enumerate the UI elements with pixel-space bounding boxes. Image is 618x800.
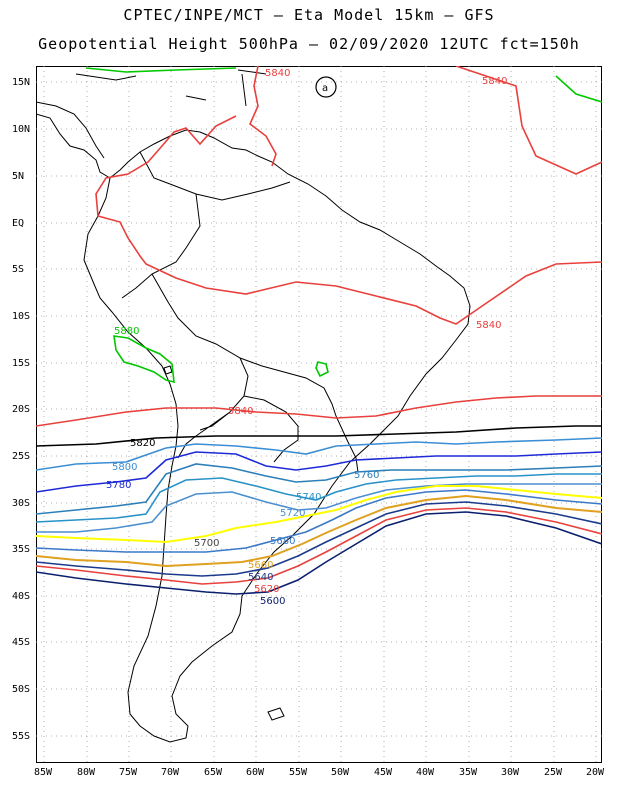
contour-5740-label: 5740 bbox=[296, 492, 321, 503]
title-line-1: CPTEC/INPE/MCT – Eta Model 15km – GFS bbox=[123, 6, 495, 24]
country-borders bbox=[121, 151, 359, 473]
lon-label-40w: 40W bbox=[416, 767, 435, 778]
contour-5600-line bbox=[36, 511, 602, 595]
lat-label-40s: 40S bbox=[12, 591, 31, 602]
contour-5800-line bbox=[36, 437, 602, 471]
falklands bbox=[267, 707, 285, 721]
central-america-north-coast bbox=[36, 101, 105, 159]
lon-label-20w: 20W bbox=[586, 767, 605, 778]
contour-5840-north-line bbox=[95, 66, 602, 325]
map-canvas: 5840 5840 5880 5840 5840 5820 5800 5780 … bbox=[36, 66, 602, 763]
high-pressure-marker: a bbox=[322, 83, 328, 94]
contour-5880-bolivia-label: 5880 bbox=[114, 326, 139, 337]
contour-lines bbox=[36, 66, 602, 595]
lon-label-85w: 85W bbox=[34, 767, 53, 778]
contour-labels: 5840 5840 5880 5840 5840 5820 5800 5780 … bbox=[106, 68, 507, 607]
lat-label-15n: 15N bbox=[12, 77, 31, 88]
contour-5660-line bbox=[36, 494, 602, 568]
lake-titicaca bbox=[163, 365, 173, 375]
lat-label-35s: 35S bbox=[12, 544, 31, 555]
lat-label-eq: EQ bbox=[12, 218, 25, 229]
contour-5640-line bbox=[36, 501, 602, 577]
lon-label-65w: 65W bbox=[204, 767, 223, 778]
lon-label-80w: 80W bbox=[77, 767, 96, 778]
lat-label-45s: 45S bbox=[12, 637, 31, 648]
graticule bbox=[36, 66, 602, 763]
lat-label-5s: 5S bbox=[12, 264, 25, 275]
central-america-coast bbox=[36, 113, 111, 179]
contour-5780-line bbox=[36, 451, 602, 493]
lat-label-10n: 10N bbox=[12, 124, 31, 135]
lon-label-75w: 75W bbox=[119, 767, 138, 778]
contour-5760-label: 5760 bbox=[354, 470, 379, 481]
lon-label-35w: 35W bbox=[459, 767, 478, 778]
contour-5840-north-label: 5840 bbox=[265, 68, 290, 79]
contour-5820-label: 5820 bbox=[130, 438, 155, 449]
contour-5680-label: 5680 bbox=[270, 536, 295, 547]
lon-label-55w: 55W bbox=[289, 767, 308, 778]
contour-5660-label: 5660 bbox=[248, 560, 273, 571]
lat-label-15s: 15S bbox=[12, 358, 31, 369]
title-line-2: Geopotential Height 500hPa – 02/09/2020 … bbox=[38, 35, 580, 53]
contour-5840-east-label: 5840 bbox=[482, 76, 507, 87]
lat-label-20s: 20S bbox=[12, 404, 31, 415]
lon-label-70w: 70W bbox=[161, 767, 180, 778]
lon-label-50w: 50W bbox=[331, 767, 350, 778]
contour-5600-label: 5600 bbox=[260, 596, 285, 607]
contour-5700-line bbox=[36, 485, 602, 544]
lon-label-25w: 25W bbox=[544, 767, 563, 778]
lat-label-10s: 10S bbox=[12, 311, 31, 322]
contour-5880-bolivia-line bbox=[113, 335, 329, 384]
map-frame bbox=[36, 66, 602, 763]
contour-5620-label: 5620 bbox=[254, 584, 279, 595]
contour-5640-label: 5640 bbox=[248, 572, 273, 583]
contour-5760-line bbox=[36, 463, 602, 515]
contour-5780-label: 5780 bbox=[106, 480, 131, 491]
lat-label-25s: 25S bbox=[12, 451, 31, 462]
lon-label-60w: 60W bbox=[246, 767, 265, 778]
contour-5800-label: 5800 bbox=[112, 462, 137, 473]
high-pressure-circle bbox=[315, 76, 337, 98]
caribbean-islands bbox=[75, 69, 267, 107]
lat-label-5n: 5N bbox=[12, 171, 25, 182]
contour-5740-line bbox=[36, 473, 602, 523]
lon-label-45w: 45W bbox=[374, 767, 393, 778]
contour-5840-south-label: 5840 bbox=[476, 320, 501, 331]
contour-5720-label: 5720 bbox=[280, 508, 305, 519]
contour-5700-label: 5700 bbox=[194, 538, 219, 549]
south-america-outline bbox=[83, 129, 471, 743]
contour-5720-line bbox=[36, 483, 602, 533]
contour-5820-mid-line bbox=[36, 425, 602, 447]
contour-5620-line bbox=[36, 507, 602, 585]
lat-label-55s: 55S bbox=[12, 731, 31, 742]
contour-5840-mid-label: 5840 bbox=[228, 406, 253, 417]
contour-5880-north-line bbox=[85, 67, 602, 103]
lat-label-50s: 50S bbox=[12, 684, 31, 695]
coastlines bbox=[36, 69, 471, 743]
contour-5840-east-line bbox=[455, 66, 602, 175]
contour-5840-mid-line bbox=[36, 395, 602, 427]
contour-5680-line bbox=[36, 489, 602, 553]
lon-label-30w: 30W bbox=[501, 767, 520, 778]
lat-label-30s: 30S bbox=[12, 498, 31, 509]
